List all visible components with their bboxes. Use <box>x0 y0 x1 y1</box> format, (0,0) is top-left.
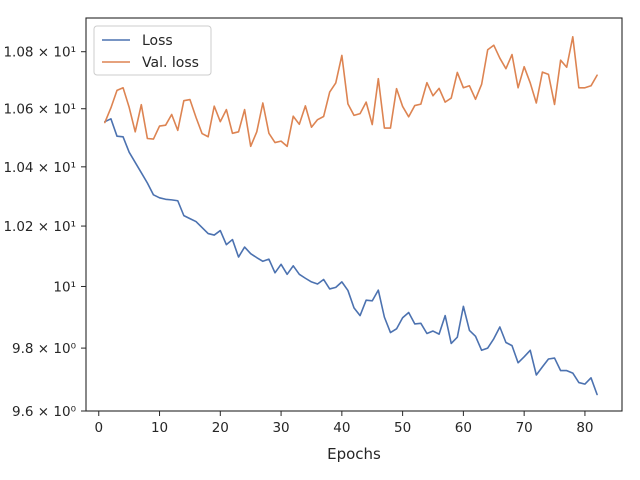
x-tick-label: 40 <box>333 420 350 436</box>
y-axis-ticks: 9.6 × 10⁰ 9.8 × 10⁰ 10¹ 1.02 × 10¹ 1.04 × 10… <box>3 45 86 420</box>
plot-frame <box>85 17 623 412</box>
x-tick-label: 50 <box>394 420 411 436</box>
y-tick-label: 1.08 × 10¹ <box>3 45 76 61</box>
x-tick-label: 60 <box>455 420 472 436</box>
legend: Loss Val. loss <box>93 25 212 76</box>
series-line-val-loss <box>104 35 598 148</box>
legend-label: Val. loss <box>142 55 199 71</box>
x-axis-label: Epochs <box>327 445 381 463</box>
legend-label: Loss <box>142 33 173 49</box>
x-axis-ticks: 0 10 20 30 40 50 60 70 80 <box>94 411 594 436</box>
y-tick-label: 1.04 × 10¹ <box>3 160 76 176</box>
y-tick-label: 1.06 × 10¹ <box>3 102 76 118</box>
x-tick-label: 70 <box>516 420 533 436</box>
y-tick-label: 1.02 × 10¹ <box>3 219 76 235</box>
x-tick-label: 0 <box>94 420 103 436</box>
y-tick-label: 9.6 × 10⁰ <box>12 404 76 420</box>
y-tick-label: 9.8 × 10⁰ <box>12 341 76 357</box>
x-tick-label: 10 <box>151 420 168 436</box>
x-tick-label: 20 <box>212 420 229 436</box>
x-tick-label: 80 <box>576 420 593 436</box>
series-layer <box>104 35 598 396</box>
x-tick-label: 30 <box>272 420 289 436</box>
y-tick-label: 10¹ <box>53 279 76 295</box>
series-line-loss <box>104 118 598 396</box>
